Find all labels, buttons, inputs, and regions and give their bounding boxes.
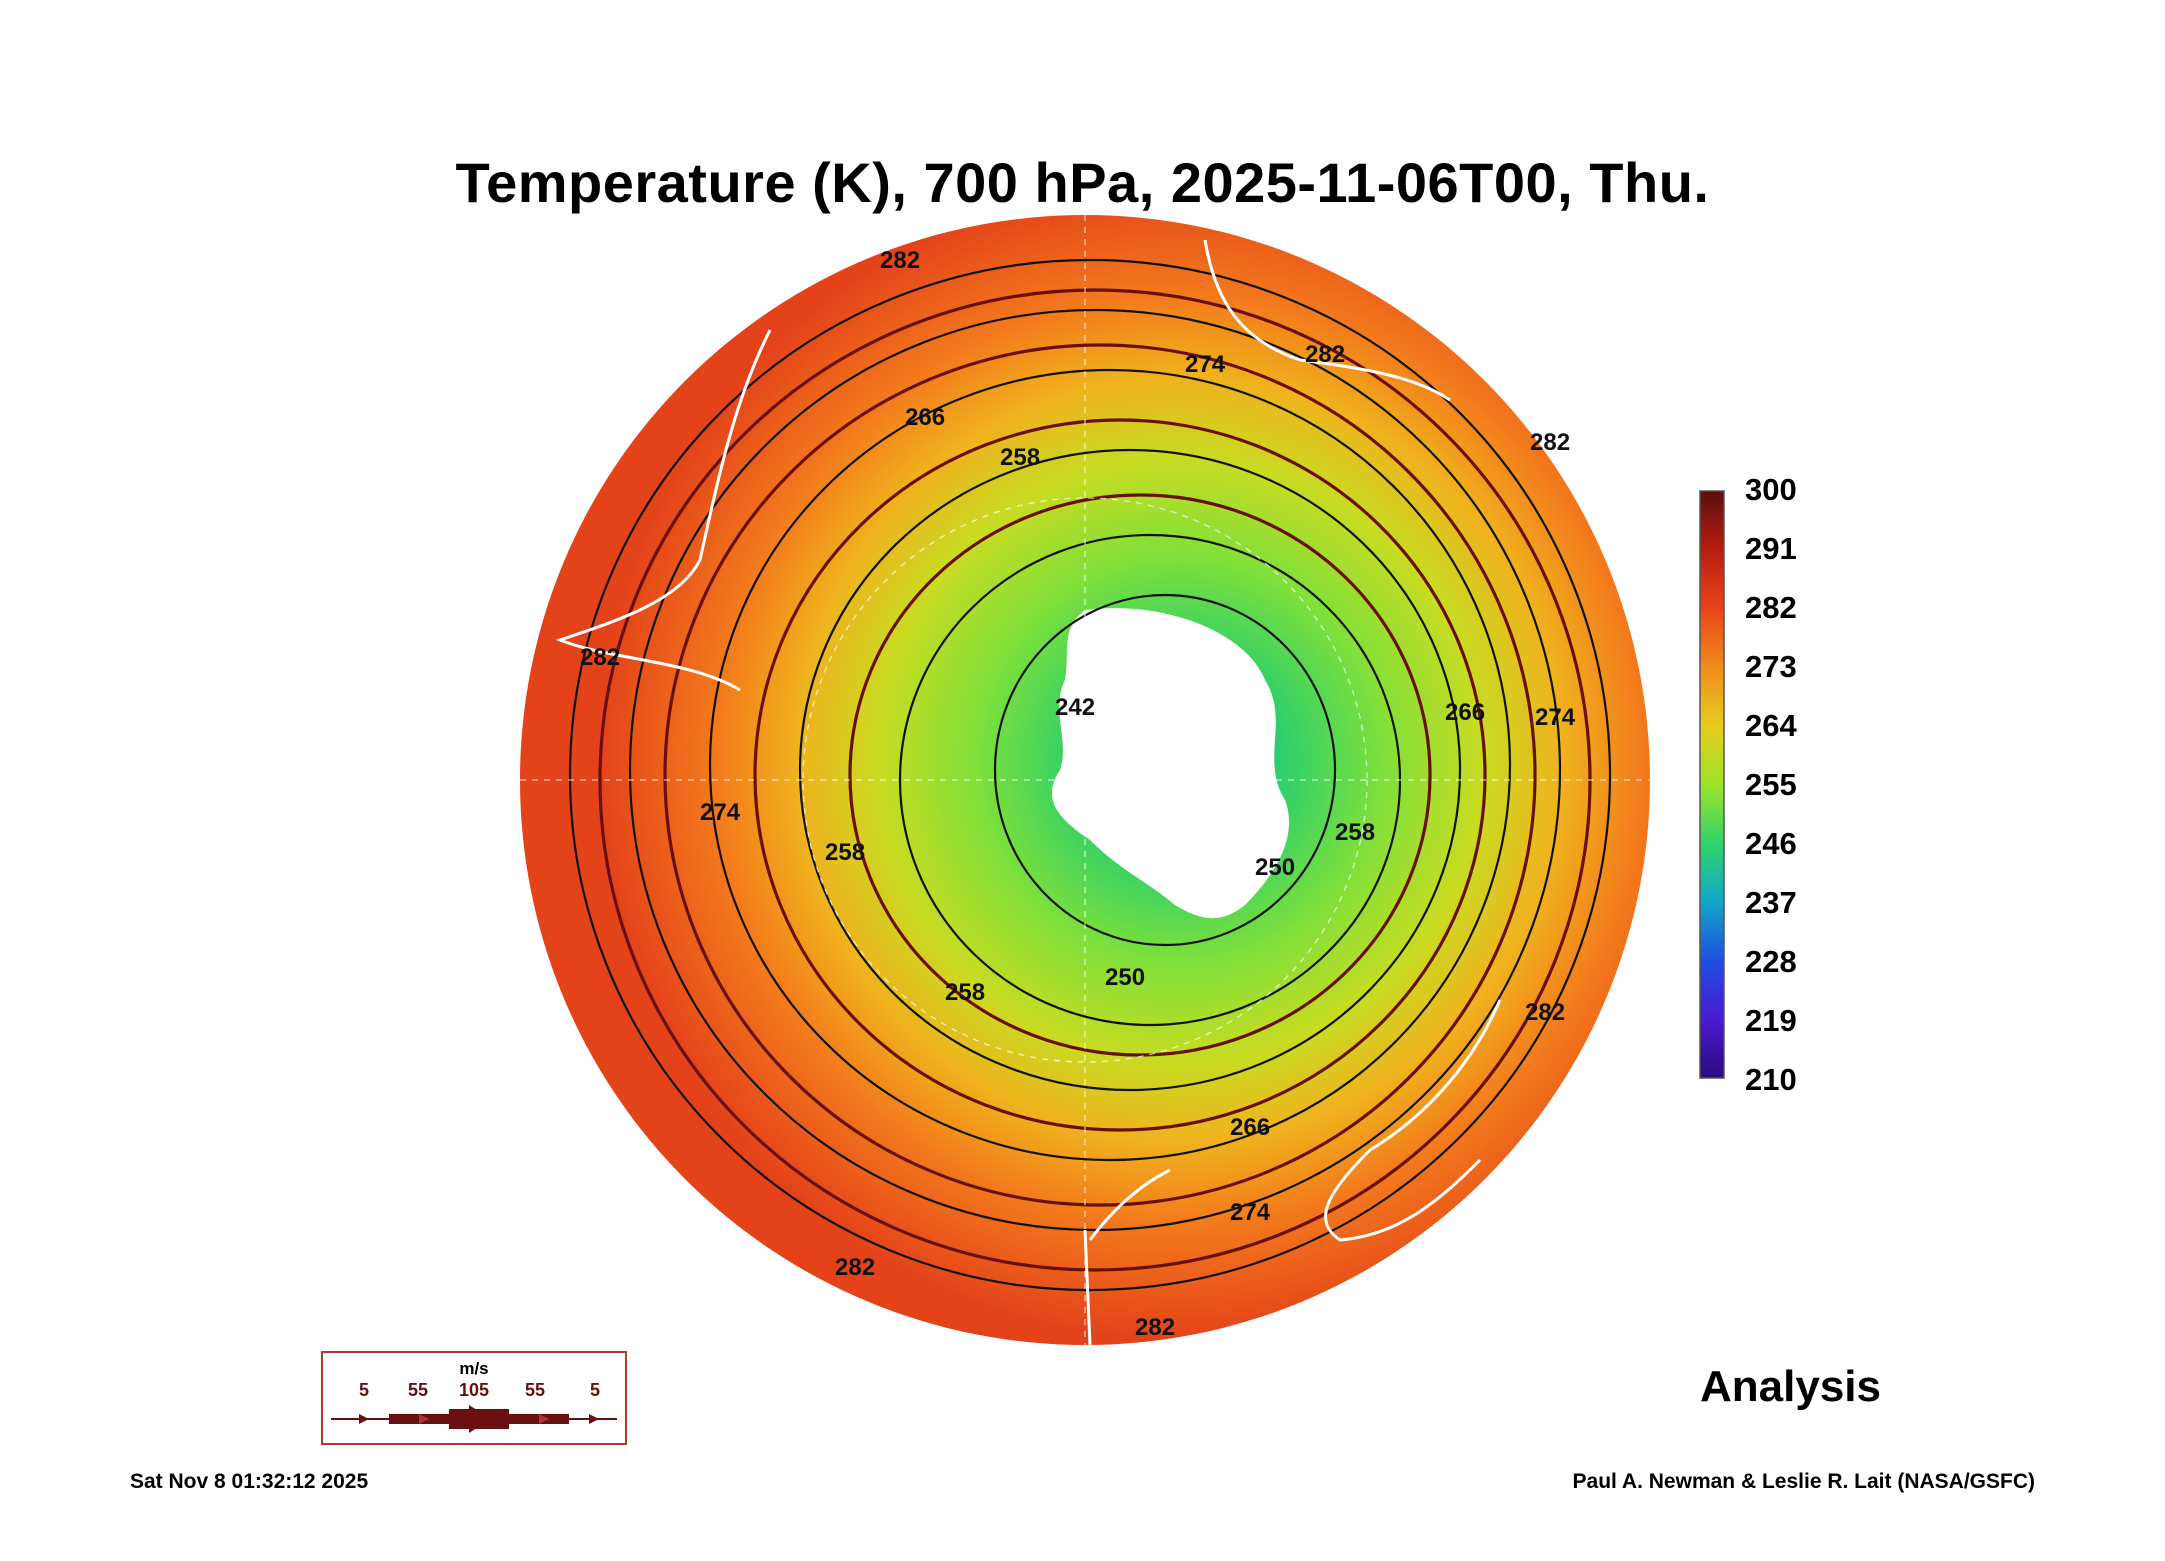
contour-label: 250 — [1105, 964, 1145, 991]
contour-label: 282 — [1135, 1314, 1175, 1341]
colorbar-label: 291 — [1745, 531, 1797, 566]
colorbar-label: 255 — [1745, 767, 1797, 802]
colorbar-label: 210 — [1745, 1062, 1797, 1097]
legend-speed: 5 — [589, 1380, 600, 1400]
legend-speed: 105 — [458, 1380, 490, 1400]
colorbar-label: 246 — [1745, 826, 1797, 861]
contour-label: 282 — [580, 644, 620, 671]
colorbar-label: 237 — [1745, 885, 1797, 920]
contour-label: 258 — [1335, 819, 1375, 846]
contour-label: 242 — [1055, 694, 1095, 721]
legend-speed: 55 — [524, 1380, 546, 1400]
legend-speed: 55 — [407, 1380, 429, 1400]
colorbar-label: 219 — [1745, 1003, 1797, 1038]
contour-label: 274 — [1535, 704, 1576, 731]
colorbar-label: 264 — [1745, 708, 1797, 743]
contour-label: 274 — [700, 799, 741, 826]
legend-arrow — [331, 1405, 617, 1433]
colorbar-label: 228 — [1745, 944, 1797, 979]
contour-label: 274 — [1230, 1199, 1271, 1226]
credit: Paul A. Newman & Leslie R. Lait (NASA/GS… — [1572, 1470, 2035, 1493]
contour-label: 282 — [1305, 341, 1345, 368]
colorbar-label: 300 — [1745, 472, 1797, 507]
antarctica — [1051, 608, 1290, 919]
wind-speed-legend: m/s 5 55 105 55 5 — [321, 1351, 627, 1445]
contour-label: 274 — [1185, 351, 1226, 378]
contour-label: 250 — [1255, 854, 1295, 881]
contour-label: 282 — [1530, 429, 1570, 456]
page-title: Temperature (K), 700 hPa, 2025-11-06T00,… — [455, 151, 1710, 214]
colorbar-label: 273 — [1745, 649, 1797, 684]
contour-label: 266 — [905, 404, 945, 431]
timestamp: Sat Nov 8 01:32:12 2025 — [130, 1470, 369, 1493]
contour-label: 282 — [880, 247, 920, 274]
legend-speed: 5 — [358, 1380, 369, 1400]
colorbar — [1699, 490, 1725, 1079]
contour-label: 266 — [1445, 699, 1485, 726]
analysis-label: Analysis — [1700, 1362, 1881, 1411]
contour-label: 258 — [1000, 444, 1040, 471]
legend-unit: m/s — [459, 1359, 489, 1378]
contour-label: 282 — [1525, 999, 1565, 1026]
colorbar-label: 282 — [1745, 590, 1797, 625]
contour-label: 282 — [835, 1254, 875, 1281]
contour-label: 266 — [1230, 1114, 1270, 1141]
contour-label: 258 — [945, 979, 985, 1006]
contour-label: 258 — [825, 839, 865, 866]
